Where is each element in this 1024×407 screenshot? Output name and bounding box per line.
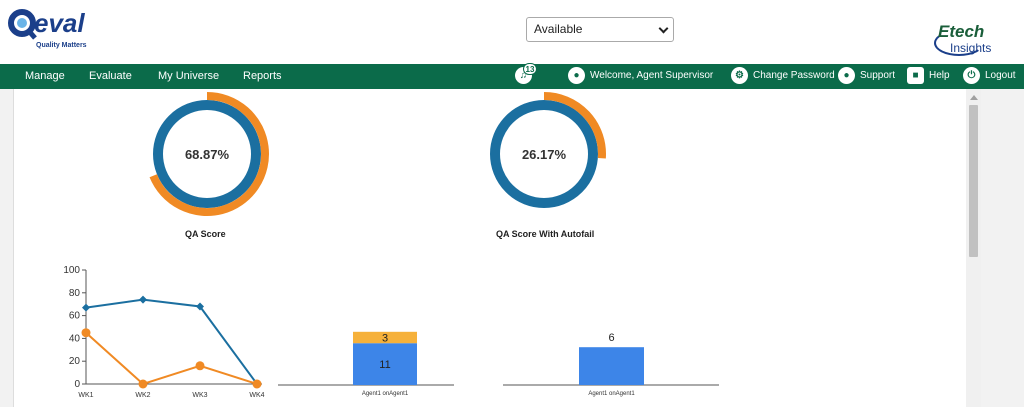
change-password-link[interactable]: ⚙ Change Password (731, 67, 835, 84)
logout-label: Logout (985, 70, 1016, 81)
agent-stacked-bar-chart: 11 3 Agent1 onAgent1 (278, 331, 454, 397)
notification-badge: 13 (523, 63, 537, 75)
qa-score-autofail-label: QA Score With Autofail (496, 229, 595, 239)
welcome-user[interactable]: ● Welcome, Agent Supervisor (568, 67, 713, 84)
scroll-thumb[interactable] (969, 105, 978, 257)
availability-status-select[interactable]: Available (526, 17, 674, 42)
vertical-scrollbar[interactable] (966, 89, 981, 407)
y-tick-label: 20 (69, 356, 81, 367)
support-link[interactable]: ● Support (838, 67, 895, 84)
support-user-icon: ● (838, 67, 855, 84)
data-point (139, 295, 147, 304)
logo-wordmark: eval (34, 8, 85, 38)
series-line (85, 331, 258, 386)
data-point (252, 379, 262, 389)
x-tick-label: WK4 (249, 392, 264, 399)
nav-item-my-universe[interactable]: My Universe (158, 70, 220, 82)
app-header: eval Quality Matters Available Etech Ins… (0, 0, 1024, 64)
bar (579, 347, 644, 385)
qa-score-label: QA Score (185, 229, 226, 239)
qa-score-autofail-ring: 26.17% (490, 92, 606, 208)
help-label: Help (929, 70, 950, 81)
data-point (196, 302, 204, 311)
data-point (138, 379, 148, 389)
help-icon: ■ (907, 67, 924, 84)
x-tick-label: Agent1 onAgent1 (362, 391, 409, 397)
x-tick-label: WK3 (192, 392, 207, 399)
ring-track (153, 100, 261, 208)
brand-line-1: Etech (938, 22, 985, 41)
logout-link[interactable]: ⏻ Logout (963, 67, 1016, 84)
gear-icon: ⚙ (731, 67, 748, 84)
agent-bar-chart: 6 Agent1 onAgent1 (503, 332, 719, 397)
main-nav: Manage Evaluate My Universe Reports ♫ 13… (0, 63, 1024, 89)
score-arc (149, 92, 269, 216)
user-icon: ● (568, 67, 585, 84)
logo-swoosh (934, 30, 984, 56)
y-tick-label: 40 (69, 333, 81, 344)
dashboard-panel: 68.87% QA Score 26.17% QA Score With Aut… (13, 89, 981, 407)
chevron-down-icon (658, 23, 669, 34)
score-arc (543, 92, 606, 159)
bar-data-label: 6 (608, 332, 614, 344)
data-point (81, 328, 91, 338)
qa-score-ring: 68.87% (149, 92, 269, 216)
power-icon: ⏻ (963, 67, 980, 84)
help-link[interactable]: ■ Help (907, 67, 950, 84)
bar-segment (353, 343, 417, 385)
x-tick-label: Agent1 onAgent1 (588, 391, 635, 397)
brand-line-2: Insights (950, 41, 992, 55)
y-tick-label: 80 (69, 288, 81, 299)
support-label: Support (860, 70, 896, 81)
data-point (82, 303, 90, 312)
nav-item-reports[interactable]: Reports (243, 70, 282, 82)
logo-tagline: Quality Matters (36, 42, 87, 49)
x-tick-label: WK1 (78, 392, 93, 399)
nav-item-evaluate[interactable]: Evaluate (89, 70, 132, 82)
welcome-text: Welcome, Agent Supervisor (590, 70, 714, 81)
score-value: 26.17% (522, 147, 567, 162)
bar-data-label: 11 (379, 359, 390, 371)
logo-q-mark (8, 9, 37, 40)
notifications-button[interactable]: ♫ 13 (515, 63, 537, 84)
data-point (195, 361, 205, 371)
x-tick-label: WK2 (135, 392, 150, 399)
change-password-label: Change Password (753, 70, 835, 81)
weekly-score-line-chart: 0 20 40 60 80 100 WK1 WK2 WK3 WK4 (63, 265, 264, 399)
bar-data-label: 3 (382, 333, 388, 345)
scroll-up-arrow-icon[interactable] (970, 95, 978, 100)
etech-insights-logo: Etech Insights (934, 22, 1016, 62)
series-line (85, 298, 258, 385)
y-tick-label: 0 (74, 379, 80, 390)
score-value: 68.87% (185, 147, 230, 162)
ring-track (490, 100, 598, 208)
y-tick-label: 60 (69, 311, 81, 322)
dashboard-area: 68.87% QA Score 26.17% QA Score With Aut… (0, 89, 1024, 407)
qeval-logo[interactable]: eval Quality Matters (8, 6, 88, 52)
nav-item-manage[interactable]: Manage (25, 70, 65, 82)
bell-icon: ♫ 13 (515, 63, 537, 84)
y-tick-label: 100 (63, 265, 80, 276)
status-select-value: Available (534, 22, 583, 36)
bar-segment (353, 331, 417, 344)
